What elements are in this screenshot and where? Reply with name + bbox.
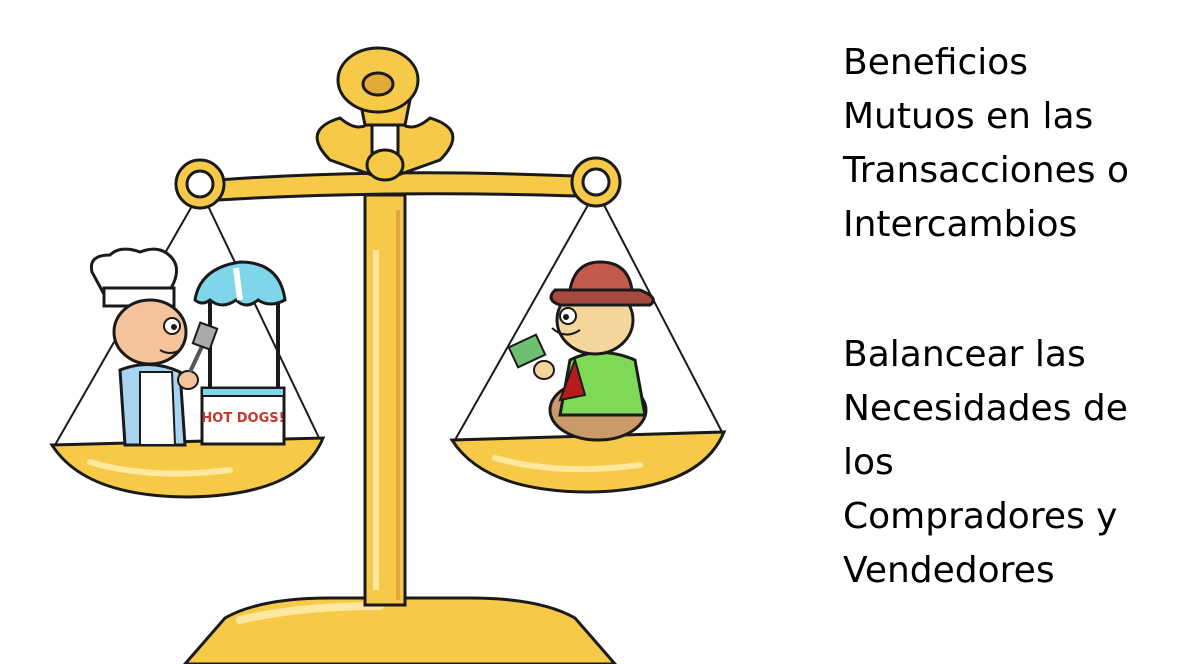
right-pan <box>449 204 727 494</box>
mutual-benefits-heading: Beneficios Mutuos en las Transacciones o… <box>843 36 1173 252</box>
text-line: los <box>843 442 894 483</box>
scale-ornament <box>315 46 455 182</box>
text-line: Beneficios <box>843 42 1029 83</box>
text-line: Necesidades de <box>843 388 1128 429</box>
buyer-customer <box>507 260 655 442</box>
scale-pole <box>363 193 407 607</box>
text-line: Transacciones o <box>843 150 1129 191</box>
text-line: Intercambios <box>843 204 1078 245</box>
chef-vendor <box>89 247 219 447</box>
text-line: Compradores y <box>843 496 1118 537</box>
hot-dog-sign: HOT DOGS! <box>201 411 284 426</box>
scale-base <box>183 596 617 664</box>
text-line: Balancear las <box>843 334 1086 375</box>
balance-scale-illustration: HOT DOGS! <box>49 46 727 664</box>
text-line: Mutuos en las <box>843 96 1094 137</box>
left-pan <box>49 205 326 499</box>
hot-dog-stand: HOT DOGS! <box>193 260 287 446</box>
text-line: Vendedores <box>843 550 1055 591</box>
scale-beam <box>174 156 622 210</box>
balance-needs-heading: Balancear las Necesidades de los Comprad… <box>843 328 1173 598</box>
text-panel: Beneficios Mutuos en las Transacciones o… <box>843 36 1173 598</box>
